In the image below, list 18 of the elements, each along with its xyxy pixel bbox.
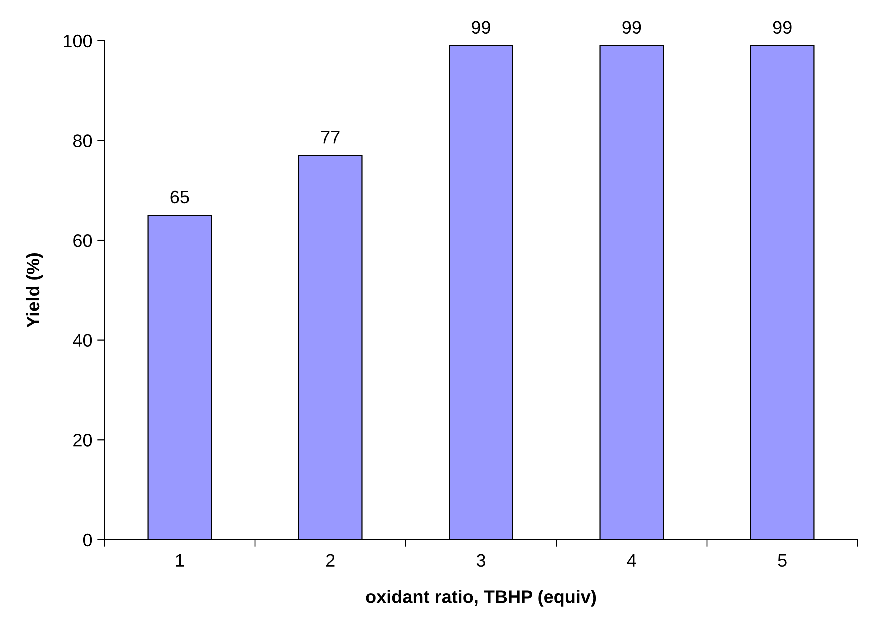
x-tick-label: 3 (476, 554, 486, 568)
y-tick-label: 0 (83, 534, 92, 547)
x-tick-label: 2 (326, 554, 335, 567)
y-tick-label: 100 (64, 34, 92, 48)
y-tick-label: 60 (74, 234, 92, 248)
y-tick-label: 20 (74, 434, 92, 447)
y-tick-label: 80 (74, 134, 92, 148)
y-axis-title: Yield (%) (26, 254, 44, 328)
data-label: 99 (622, 21, 642, 34)
y-tick-label: 40 (73, 334, 92, 348)
x-tick-label: 5 (778, 554, 787, 568)
x-tick-label: 4 (627, 554, 636, 567)
data-label: 77 (321, 131, 340, 144)
x-axis-title: oxidant ratio, TBHP (equiv) (366, 590, 596, 607)
x-tick-label: 1 (176, 554, 184, 567)
data-label: 99 (472, 21, 490, 34)
data-label: 65 (170, 190, 190, 204)
data-label: 99 (773, 21, 792, 34)
